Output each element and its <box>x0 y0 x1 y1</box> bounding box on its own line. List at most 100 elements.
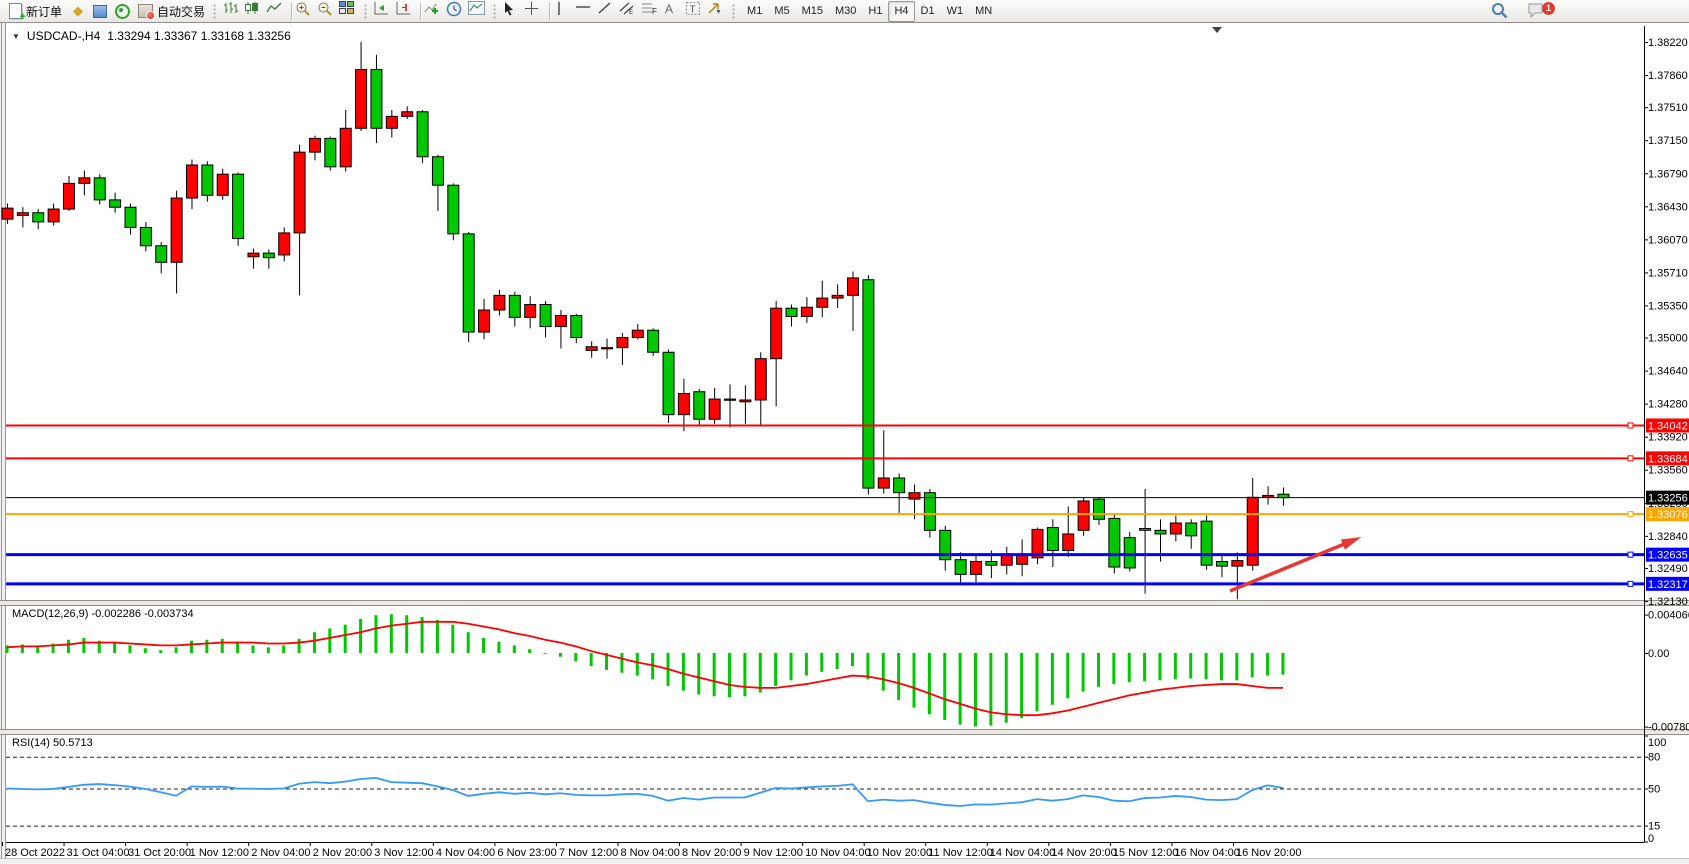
autotrading-label: 自动交易 <box>157 4 206 19</box>
new-order-button[interactable]: + 新订单 <box>4 1 67 23</box>
candle-body <box>785 307 798 317</box>
time-axis-label: 31 Oct 20:00 <box>128 847 191 859</box>
trendline-button[interactable] <box>597 1 619 21</box>
indicators-button[interactable]: ▾ <box>424 1 446 21</box>
macd-histogram-bar <box>5 645 9 653</box>
macd-histogram-bar <box>543 652 547 654</box>
rsi-indicator-label: RSI(14) 50.5713 <box>12 737 93 749</box>
templates-button[interactable]: ▾ <box>468 1 490 21</box>
candle-body <box>308 137 321 153</box>
zoom-in-button[interactable] <box>295 1 317 21</box>
candle-body <box>1139 527 1152 531</box>
macd-histogram-bar <box>1235 652 1239 681</box>
horizontal-line-button[interactable] <box>575 1 597 21</box>
text-label-button[interactable]: T <box>685 1 707 21</box>
timeframe-m1-button[interactable]: M1 <box>747 5 763 17</box>
time-axis-label: 2 Nov 20:00 <box>313 847 372 859</box>
macd-histogram-bar <box>1204 652 1208 680</box>
candle-body <box>1200 520 1213 566</box>
chevron-down-icon: ▾ <box>716 6 721 16</box>
text-button[interactable]: A <box>663 1 685 21</box>
collapse-triangle-icon[interactable]: ▼ <box>12 31 20 41</box>
pane-splitter[interactable] <box>0 600 1689 605</box>
timeframe-d1-button[interactable]: D1 <box>920 5 935 17</box>
market-button[interactable]: ◆ <box>67 1 89 21</box>
chat-bubble-icon <box>1528 3 1543 18</box>
bar-chart-button[interactable] <box>222 1 244 21</box>
price-line-handle[interactable] <box>1627 580 1634 587</box>
chart-shift-marker[interactable] <box>1212 27 1222 33</box>
arrows-tool-button[interactable]: ▾ <box>707 1 729 21</box>
timeframe-m15-button[interactable]: M15 <box>801 5 823 17</box>
trend-arrow-head[interactable] <box>1340 536 1362 550</box>
crosshair-icon <box>525 2 539 15</box>
signals-button[interactable] <box>111 1 133 21</box>
timeframe-h1-button[interactable]: H1 <box>868 5 883 17</box>
candle-body <box>385 115 398 129</box>
macd-histogram-bar <box>866 652 870 680</box>
search-button[interactable] <box>1491 2 1513 22</box>
price-line-handle[interactable] <box>1627 511 1634 518</box>
timeframe-m30-button[interactable]: M30 <box>835 5 857 17</box>
macd-histogram-bar <box>159 650 163 653</box>
macd-histogram-bar <box>51 643 55 653</box>
timeframe-h4-button[interactable]: H4 <box>888 0 915 22</box>
candle-body <box>601 347 614 350</box>
periods-button[interactable]: ▾ <box>446 1 468 21</box>
timeframe-m5-button[interactable]: M5 <box>774 5 790 17</box>
price-line-handle[interactable] <box>1627 422 1634 429</box>
svg-text:F: F <box>652 7 657 15</box>
candle-body <box>16 212 29 216</box>
tile-windows-button[interactable] <box>339 1 361 21</box>
macd-histogram-bar <box>1112 652 1116 685</box>
price-axis-tick-label: 1.35000 <box>1648 333 1688 345</box>
candle-body <box>1 207 14 220</box>
macd-histogram-bar <box>820 652 824 672</box>
candle-body <box>800 306 813 317</box>
candle-body <box>32 212 45 223</box>
macd-histogram-bar <box>36 645 40 653</box>
macd-histogram-bar <box>1281 652 1285 675</box>
timeframe-w1-button[interactable]: W1 <box>946 5 964 17</box>
price-axis-tick-label: 1.37510 <box>1648 102 1688 114</box>
new-order-label: 新订单 <box>26 4 63 19</box>
svg-text:E: E <box>629 10 633 15</box>
timeframe-mn-button[interactable]: MN <box>975 5 993 17</box>
line-chart-button[interactable] <box>266 1 288 21</box>
macd-histogram-bar <box>1219 652 1223 681</box>
candle-body <box>201 164 214 196</box>
notifications-button[interactable]: 1 <box>1527 0 1556 22</box>
chart-shift-button[interactable] <box>395 1 417 21</box>
pane-splitter[interactable] <box>0 729 1689 734</box>
time-axis-label: 16 Nov 20:00 <box>1236 847 1301 859</box>
cursor-button[interactable] <box>502 1 524 21</box>
terminal-window-icon <box>93 4 108 18</box>
price-line-handle[interactable] <box>1627 551 1634 558</box>
candlestick-chart-button[interactable] <box>244 1 266 21</box>
price-axis-tick-label: 1.36790 <box>1648 168 1688 180</box>
price-axis-tick-label: 1.33560 <box>1648 465 1688 477</box>
main-toolbar: + 新订单 ◆ 自动交易 <box>0 0 1689 23</box>
trend-arrow[interactable] <box>1229 538 1355 593</box>
macd-histogram-bar <box>1266 652 1270 676</box>
macd-histogram-bar <box>328 628 332 653</box>
channel-button[interactable]: E <box>619 1 641 21</box>
macd-histogram-bar <box>1020 652 1024 719</box>
pane-splitter-border <box>0 729 1689 735</box>
equidistant-channel-icon: E <box>619 2 634 15</box>
terminal-button[interactable] <box>89 1 111 21</box>
chart-ohlc-values: 1.33294 1.33367 1.33168 1.33256 <box>107 29 291 43</box>
zoom-in-icon <box>296 2 310 16</box>
fibonacci-button[interactable]: F <box>641 1 663 21</box>
crosshair-button[interactable] <box>524 1 546 21</box>
candle-body <box>247 252 260 258</box>
macd-histogram-bar <box>312 632 316 653</box>
autotrading-button[interactable]: 自动交易 <box>133 1 210 21</box>
price-line-handle[interactable] <box>1627 455 1634 462</box>
auto-scroll-button[interactable] <box>373 1 395 21</box>
candle-body <box>539 304 552 328</box>
vertical-line-button[interactable] <box>553 1 575 21</box>
price-axis-tick-label: 1.32840 <box>1648 531 1688 543</box>
zoom-out-button[interactable] <box>317 1 339 21</box>
